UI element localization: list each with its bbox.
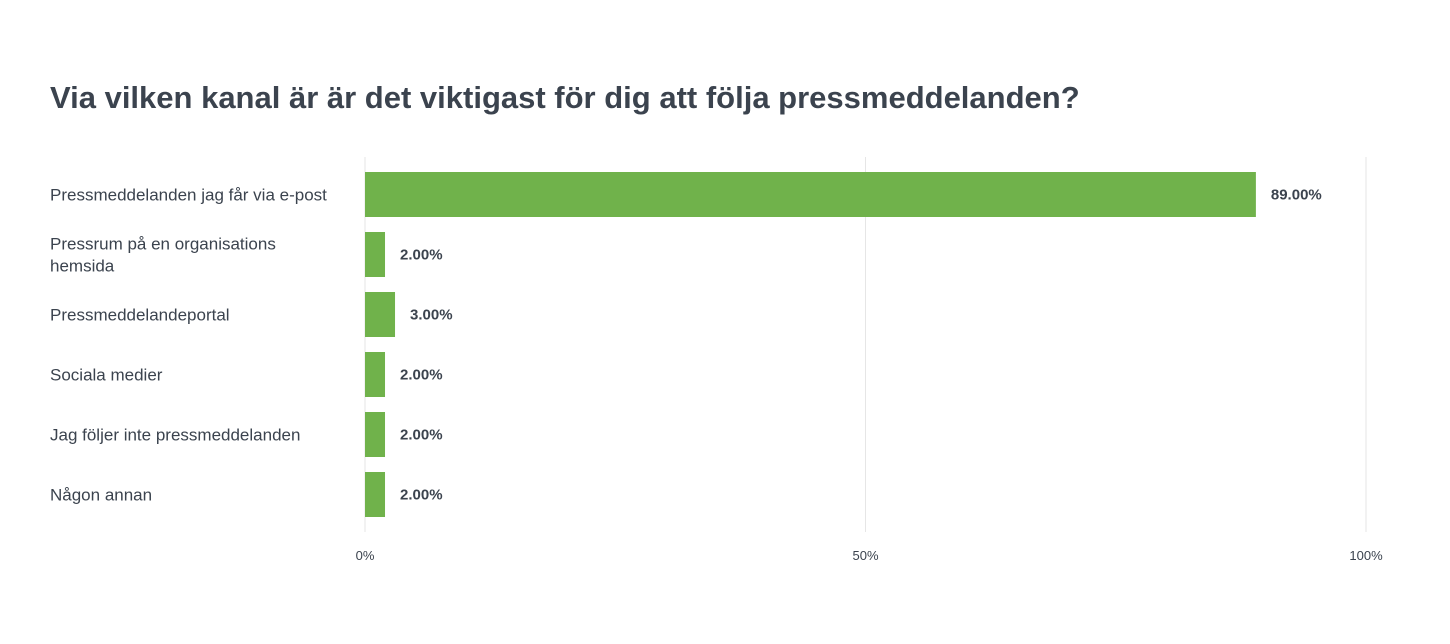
bar-value-label: 2.00% (400, 487, 443, 504)
bar-value-label: 2.00% (400, 427, 443, 444)
x-tick-label: 100% (1349, 548, 1383, 563)
bar-value-label: 2.00% (400, 247, 443, 264)
gridlines (364, 157, 1367, 532)
category-label: Pressrum på en organisations hemsida (50, 235, 276, 276)
bar (365, 352, 386, 397)
bar (365, 472, 386, 517)
bar-value-label: 3.00% (410, 307, 453, 324)
x-tick-label: 0% (356, 548, 375, 563)
bar (365, 232, 386, 277)
category-labels: Pressmeddelanden jag får via e-post Press… (50, 186, 327, 505)
x-axis-ticks: 0% 50% 100% (356, 548, 1383, 563)
bars (365, 172, 1256, 517)
category-label: Sociala medier (50, 366, 163, 385)
chart-title: Via vilken kanal är är det viktigast för… (50, 80, 1080, 115)
category-label: Någon annan (50, 486, 152, 505)
x-tick-label: 50% (852, 548, 878, 563)
bar (365, 292, 396, 337)
bar (365, 412, 386, 457)
value-labels: 89.00% 2.00% 3.00% 2.00% 2.00% 2.00% (400, 187, 1322, 504)
category-label: Pressmeddelanden jag får via e-post (50, 186, 327, 205)
category-label: Pressmeddelandeportal (50, 306, 230, 325)
bar-value-label: 2.00% (400, 367, 443, 384)
bar (365, 172, 1256, 217)
category-label: Jag följer inte pressmeddelanden (50, 426, 300, 445)
bar-value-label: 89.00% (1271, 187, 1322, 204)
